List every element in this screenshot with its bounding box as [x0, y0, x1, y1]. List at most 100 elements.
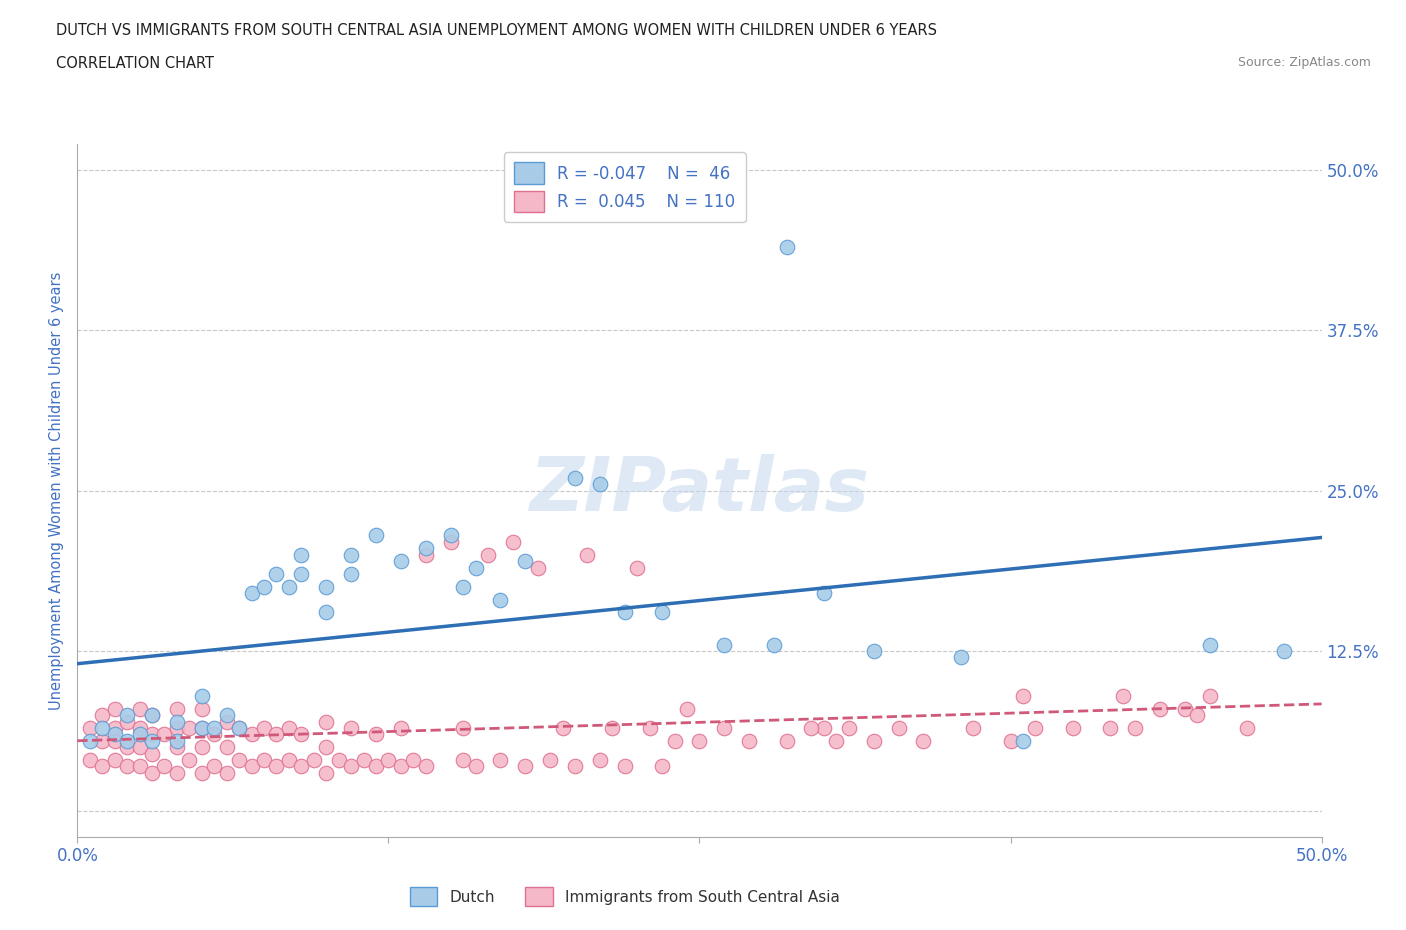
- Point: [389, 721, 412, 736]
- Point: [638, 721, 661, 736]
- Point: [202, 727, 225, 742]
- Point: [91, 734, 114, 749]
- Point: [564, 471, 586, 485]
- Point: [277, 721, 299, 736]
- Point: [738, 734, 761, 749]
- Point: [489, 592, 512, 607]
- Point: [141, 746, 163, 761]
- Point: [825, 734, 848, 749]
- Point: [1000, 734, 1022, 749]
- Point: [451, 579, 474, 594]
- Point: [179, 752, 201, 767]
- Point: [91, 721, 114, 736]
- Point: [315, 739, 337, 754]
- Point: [1149, 701, 1171, 716]
- Text: CORRELATION CHART: CORRELATION CHART: [56, 56, 214, 71]
- Point: [191, 721, 214, 736]
- Point: [166, 714, 188, 729]
- Point: [91, 708, 114, 723]
- Point: [290, 547, 312, 562]
- Point: [202, 759, 225, 774]
- Point: [451, 721, 474, 736]
- Point: [576, 547, 599, 562]
- Point: [813, 586, 835, 601]
- Point: [676, 701, 699, 716]
- Point: [1099, 721, 1122, 736]
- Text: DUTCH VS IMMIGRANTS FROM SOUTH CENTRAL ASIA UNEMPLOYMENT AMONG WOMEN WITH CHILDR: DUTCH VS IMMIGRANTS FROM SOUTH CENTRAL A…: [56, 23, 938, 38]
- Point: [191, 701, 214, 716]
- Point: [128, 701, 150, 716]
- Point: [1174, 701, 1197, 716]
- Point: [515, 553, 537, 568]
- Point: [104, 734, 127, 749]
- Point: [315, 579, 337, 594]
- Point: [763, 637, 786, 652]
- Point: [302, 752, 325, 767]
- Point: [1198, 637, 1220, 652]
- Point: [800, 721, 823, 736]
- Point: [115, 734, 138, 749]
- Point: [253, 579, 276, 594]
- Point: [141, 765, 163, 780]
- Point: [364, 528, 387, 543]
- Point: [290, 727, 312, 742]
- Text: ZIPatlas: ZIPatlas: [530, 454, 869, 527]
- Point: [415, 541, 437, 556]
- Point: [290, 566, 312, 581]
- Point: [191, 739, 214, 754]
- Point: [564, 759, 586, 774]
- Point: [104, 727, 127, 742]
- Point: [290, 759, 312, 774]
- Point: [451, 752, 474, 767]
- Point: [240, 759, 263, 774]
- Point: [515, 759, 537, 774]
- Point: [79, 752, 101, 767]
- Point: [1012, 734, 1035, 749]
- Point: [228, 721, 250, 736]
- Point: [128, 739, 150, 754]
- Point: [191, 765, 214, 780]
- Point: [377, 752, 399, 767]
- Point: [613, 605, 636, 620]
- Point: [153, 727, 176, 742]
- Point: [489, 752, 512, 767]
- Point: [1123, 721, 1146, 736]
- Point: [651, 605, 673, 620]
- Point: [191, 721, 214, 736]
- Point: [166, 739, 188, 754]
- Point: [141, 727, 163, 742]
- Point: [402, 752, 425, 767]
- Point: [240, 727, 263, 742]
- Point: [104, 721, 127, 736]
- Point: [315, 714, 337, 729]
- Point: [340, 547, 363, 562]
- Point: [115, 739, 138, 754]
- Point: [912, 734, 935, 749]
- Point: [1024, 721, 1046, 736]
- Point: [166, 765, 188, 780]
- Point: [166, 701, 188, 716]
- Point: [166, 734, 188, 749]
- Point: [179, 721, 201, 736]
- Text: Source: ZipAtlas.com: Source: ZipAtlas.com: [1237, 56, 1371, 69]
- Point: [415, 547, 437, 562]
- Point: [1198, 688, 1220, 703]
- Point: [813, 721, 835, 736]
- Point: [364, 759, 387, 774]
- Point: [141, 734, 163, 749]
- Point: [949, 650, 972, 665]
- Point: [838, 721, 860, 736]
- Point: [1111, 688, 1133, 703]
- Point: [266, 566, 288, 581]
- Point: [79, 734, 101, 749]
- Point: [228, 721, 250, 736]
- Point: [277, 579, 299, 594]
- Point: [602, 721, 624, 736]
- Point: [887, 721, 910, 736]
- Point: [464, 560, 486, 575]
- Point: [153, 759, 176, 774]
- Point: [862, 644, 884, 658]
- Point: [775, 239, 797, 254]
- Point: [538, 752, 561, 767]
- Point: [389, 553, 412, 568]
